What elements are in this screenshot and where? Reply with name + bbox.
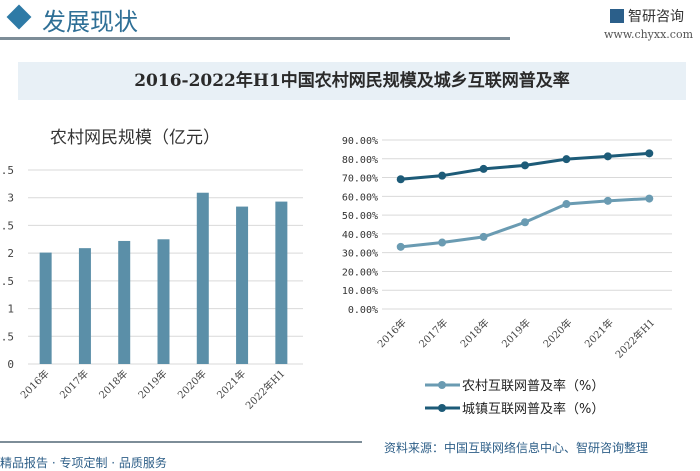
bar-2020年 xyxy=(196,192,209,364)
logo: 智研咨询 xyxy=(610,6,684,26)
data-point xyxy=(479,164,488,173)
site-url: www.chyxx.com xyxy=(604,28,694,41)
legend-marker xyxy=(438,404,446,412)
x-tick-label: 2022年H1 xyxy=(612,316,657,361)
data-point xyxy=(645,149,654,158)
y-tick-label: 0 xyxy=(7,358,14,371)
source-note: 资料来源：中国互联网络信息中心、智研咨询整理 xyxy=(384,441,649,455)
x-tick-label: 2021年 xyxy=(214,367,248,401)
y-tick-label: 10.00% xyxy=(342,286,378,297)
x-tick-label: 2017年 xyxy=(57,367,91,401)
x-tick-label: 2018年 xyxy=(96,367,130,401)
y-tick-label: 1 xyxy=(7,303,14,316)
data-point xyxy=(562,155,571,164)
data-point xyxy=(396,242,405,251)
y-tick-label: 50.00% xyxy=(342,211,378,222)
y-tick-label: 2.5 xyxy=(0,219,14,232)
y-tick-label: 3 xyxy=(7,192,14,205)
x-tick-label: 2021年 xyxy=(582,316,616,350)
chart-title: 2016-2022年H1中国农村网民规模及城乡互联网普及率 xyxy=(134,71,570,91)
x-tick-label: 2018年 xyxy=(457,316,491,350)
y-tick-label: 3.5 xyxy=(0,164,14,177)
footer-divider xyxy=(0,441,362,443)
y-tick-label: 70.00% xyxy=(342,174,378,185)
bar-2016年 xyxy=(39,252,52,364)
bar-2019年 xyxy=(157,239,170,364)
title-band xyxy=(18,62,686,100)
data-point xyxy=(438,238,447,247)
y-tick-label: 2 xyxy=(7,247,14,260)
y-tick-label: 60.00% xyxy=(342,192,378,203)
y-tick-label: 0.5 xyxy=(0,330,14,343)
data-point xyxy=(438,171,447,180)
y-tick-label: 90.00% xyxy=(342,136,378,147)
bar-2018年 xyxy=(118,240,131,364)
data-point xyxy=(645,194,654,203)
data-point xyxy=(396,175,405,184)
data-point xyxy=(521,218,529,227)
x-tick-label: 2019年 xyxy=(135,367,169,401)
y-tick-label: 80.00% xyxy=(342,155,378,166)
x-tick-label: 2022年H1 xyxy=(243,367,288,412)
section-title: 发展现状 xyxy=(42,8,138,36)
logo-text: 智研咨询 xyxy=(628,9,684,25)
data-point xyxy=(521,161,529,170)
legend-label: 城镇互联网普及率（%） xyxy=(462,401,604,417)
bar-chart-title: 农村网民规模（亿元） xyxy=(50,128,220,148)
y-tick-label: 1.5 xyxy=(0,275,14,288)
x-tick-label: 2019年 xyxy=(499,316,533,350)
slogan: 精品报告 · 专项定制 · 品质服务 xyxy=(0,456,167,470)
data-point xyxy=(562,200,571,209)
legend-marker xyxy=(438,381,446,389)
bar-2017年 xyxy=(78,248,91,364)
divider xyxy=(0,37,510,40)
data-point xyxy=(603,196,612,205)
bar-2021年 xyxy=(236,206,249,364)
x-tick-label: 2020年 xyxy=(175,367,209,401)
y-tick-label: 20.00% xyxy=(342,267,378,278)
y-tick-label: 40.00% xyxy=(342,230,378,241)
x-tick-label: 2017年 xyxy=(416,316,450,350)
data-point xyxy=(479,232,488,241)
logo-icon xyxy=(610,9,624,23)
y-tick-label: 30.00% xyxy=(342,249,378,260)
bar-2022年H1 xyxy=(275,201,288,364)
y-tick-label: 0.00% xyxy=(348,305,378,316)
legend-label: 农村互联网普及率（%） xyxy=(462,378,604,394)
x-tick-label: 2016年 xyxy=(375,316,409,350)
x-tick-label: 2016年 xyxy=(18,367,52,401)
x-tick-label: 2020年 xyxy=(540,316,574,350)
data-point xyxy=(603,152,612,161)
